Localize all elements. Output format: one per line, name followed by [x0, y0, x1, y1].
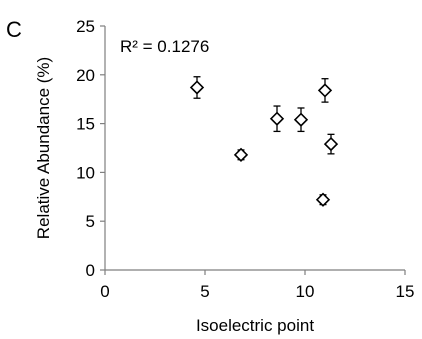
x-tick-label: 10: [296, 282, 315, 301]
y-tick-label: 25: [76, 17, 95, 36]
y-tick-label: 5: [86, 212, 95, 231]
data-point: [189, 76, 205, 99]
diamond-marker: [233, 147, 249, 162]
x-tick-label: 0: [100, 282, 109, 301]
data-points: [189, 76, 339, 207]
data-point: [315, 192, 331, 207]
data-point: [293, 107, 309, 133]
data-point: [323, 133, 339, 155]
data-point: [317, 78, 333, 103]
data-point: [233, 147, 249, 162]
data-point: [269, 105, 285, 133]
diamond-marker: [293, 112, 309, 127]
y-tick-label: 10: [76, 163, 95, 182]
x-tick-label: 5: [200, 282, 209, 301]
x-axis-title: Isoelectric point: [196, 316, 314, 335]
diamond-marker: [189, 80, 205, 95]
x-tick-label: 15: [396, 282, 415, 301]
diamond-marker: [317, 83, 333, 98]
diamond-marker: [269, 111, 285, 126]
x-axis-ticks: 0 5 10 15: [100, 270, 414, 301]
y-axis-title: Relative Abundance (%): [34, 57, 53, 239]
panel-label: C: [6, 17, 22, 42]
y-axis-ticks: 0 5 10 15 20 25: [76, 17, 105, 280]
diamond-marker: [323, 136, 339, 152]
y-tick-label: 0: [86, 261, 95, 280]
diamond-marker: [315, 192, 331, 207]
y-tick-label: 15: [76, 115, 95, 134]
r-squared-annotation: R² = 0.1276: [120, 37, 209, 56]
y-tick-label: 20: [76, 66, 95, 85]
